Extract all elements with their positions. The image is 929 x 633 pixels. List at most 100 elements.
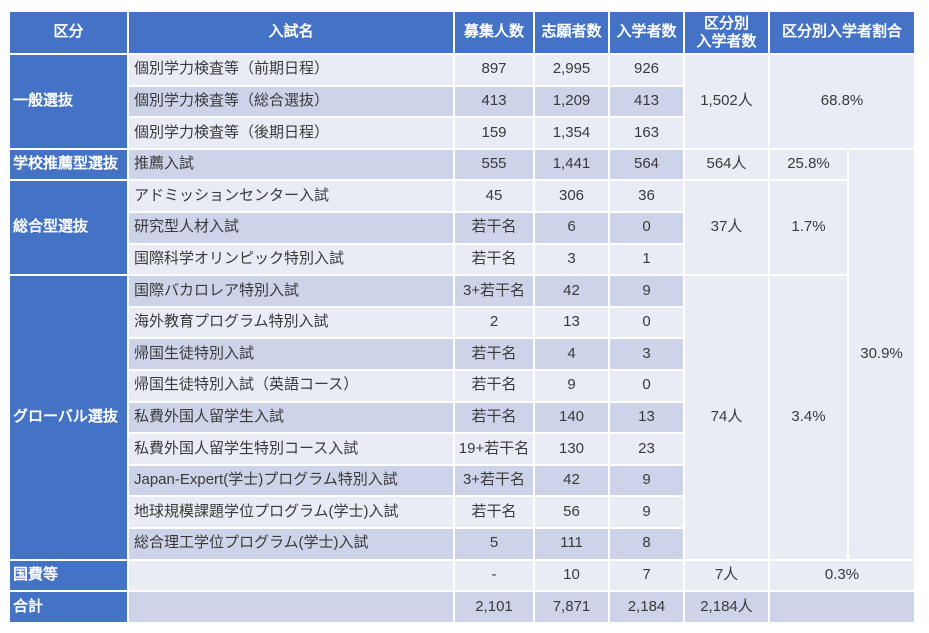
table-row: 個別学力検査等（総合選抜） 413 1,209 413 [9,84,915,119]
table-row: 国費等 - 10 7 7人 0.3% [8,558,917,593]
recruit-cell: 若干名 [453,368,535,403]
category-cell-total: 合計 [8,590,129,624]
enrolled-cell: 0 [608,210,685,245]
enrolled-cell: 7 [608,558,685,593]
table-row: 帰国生徒特別入試（英語コース） 若干名 9 0 [9,368,915,403]
enrolled-cell: 1 [608,242,685,277]
group-ratio-government: 0.3% [767,558,917,593]
category-cell-general: 一般選抜 [8,53,129,150]
enrolled-cell: 0 [608,368,685,403]
applicants-cell: 9 [533,368,610,403]
exam-name-cell: 海外教育プログラム特別入試 [127,305,455,340]
group-ratio-general: 68.8% [767,53,917,150]
exam-name-cell: 国際バカロレア特別入試 [127,274,455,308]
exam-name-cell: 帰国生徒特別入試（英語コース） [127,368,455,403]
recruit-cell: 159 [453,116,535,150]
header-ratio-by-category: 区分別入学者割合 [767,10,917,55]
applicants-cell: 10 [533,558,610,593]
enrolled-cell: 9 [608,495,685,529]
applicants-cell: 13 [533,305,610,340]
recruit-cell: 若干名 [453,210,535,245]
group-enrolled-total-all: 2,184人 [683,590,770,624]
exam-name-cell: Japan-Expert(学士)プログラム特別入試 [127,463,455,498]
header-category: 区分 [8,10,129,55]
group-enrolled-total-recommendation: 564人 [683,147,770,182]
exam-name-cell: 帰国生徒特別入試 [127,337,455,371]
recruit-cell: 若干名 [453,495,535,529]
exam-name-cell: 個別学力検査等（総合選抜） [127,84,455,119]
applicants-cell: 7,871 [533,590,610,624]
recruit-cell: - [453,558,535,593]
table-row: グローバル選抜 国際バカロレア特別入試 3+若干名 42 9 74人 3.4% [8,274,915,561]
exam-name-cell: 私費外国人留学生特別コース入試 [127,432,455,466]
exam-name-cell: アドミッションセンター入試 [127,179,455,213]
admission-results-table: 区分 入試名 募集人数 志願者数 入学者数 区分別 入学者数 区分別入学者割合 … [8,10,917,624]
exam-name-cell: 個別学力検査等（後期日程） [127,116,455,150]
applicants-cell: 1,354 [533,116,610,150]
category-cell-comprehensive: 総合型選抜 [8,179,129,277]
applicants-cell: 111 [533,526,610,561]
recruit-cell: 2,101 [453,590,535,624]
applicants-cell: 130 [533,432,610,466]
category-cell-government-funded: 国費等 [8,558,129,593]
recruit-cell: 若干名 [453,242,535,277]
recruit-cell: 3+若干名 [453,463,535,498]
applicants-cell: 3 [533,242,610,277]
table-row: 合計 2,101 7,871 2,184 2,184人 [8,590,917,624]
enrolled-cell: 3 [608,337,685,371]
group-enrolled-total-general: 1,502人 [683,53,770,150]
recruit-cell: 若干名 [453,337,535,371]
recruit-cell: 若干名 [453,400,535,435]
enrolled-cell: 13 [608,400,685,435]
enrolled-cell: 564 [608,147,685,182]
applicants-cell: 56 [533,495,610,529]
table-row: 海外教育プログラム特別入試 2 13 0 [9,305,915,340]
table-row: 個別学力検査等（後期日程） 159 1,354 163 [9,116,915,150]
table-row: 研究型人材入試 若干名 6 0 [9,210,915,245]
table-row: 学校推薦型選抜 推薦入試 555 1,441 564 564人 25.8% 30… [8,147,917,561]
exam-name-cell: 私費外国人留学生入試 [127,400,455,435]
enrolled-cell: 8 [608,526,685,561]
applicants-cell: 306 [533,179,610,213]
table-row: 総合型選抜 アドミッションセンター入試 45 306 36 37人 1.7% [8,179,915,277]
header-recruit-count: 募集人数 [453,10,535,55]
recruit-cell: 897 [453,53,535,87]
enrolled-cell: 413 [608,84,685,119]
exam-name-cell: 個別学力検査等（前期日程） [127,53,455,87]
exam-name-cell: 総合理工学位プログラム(学士)入試 [127,526,455,561]
header-enrolled-by-category: 区分別 入学者数 [683,10,770,55]
table-row: 私費外国人留学生特別コース入試 19+若干名 130 23 [9,432,915,466]
enrolled-cell: 9 [608,274,685,308]
group-enrolled-total-comprehensive: 37人 [683,179,770,277]
table-row: 一般選抜 個別学力検査等（前期日程） 897 2,995 926 1,502人 … [8,53,917,150]
applicants-cell: 1,209 [533,84,610,119]
table-row: 地球規模課題学位プログラム(学士)入試 若干名 56 9 [9,495,915,529]
table-row: 帰国生徒特別入試 若干名 4 3 [9,337,915,371]
enrolled-cell: 926 [608,53,685,87]
exam-name-cell [127,590,455,624]
table-row: 私費外国人留学生入試 若干名 140 13 [9,400,915,435]
header-row: 区分 入試名 募集人数 志願者数 入学者数 区分別 入学者数 区分別入学者割合 [8,10,917,55]
applicants-cell: 4 [533,337,610,371]
applicants-cell: 2,995 [533,53,610,87]
group-enrolled-total-government: 7人 [683,558,770,593]
applicants-cell: 6 [533,210,610,245]
group-ratio-total [767,590,917,624]
group-ratio-global: 3.4% [768,274,849,561]
group-enrolled-total-global: 74人 [683,274,770,561]
header-applicant-count: 志願者数 [533,10,610,55]
applicants-cell: 42 [533,274,610,308]
recruit-cell: 19+若干名 [453,432,535,466]
exam-name-cell: 推薦入試 [127,147,455,182]
enrolled-cell: 36 [608,179,685,213]
exam-name-cell [127,558,455,593]
enrolled-cell: 9 [608,463,685,498]
applicants-cell: 140 [533,400,610,435]
applicants-cell: 1,441 [533,147,610,182]
header-enrolled-count: 入学者数 [608,10,685,55]
table-row: Japan-Expert(学士)プログラム特別入試 3+若干名 42 9 [9,463,915,498]
table-row: 総合理工学位プログラム(学士)入試 5 111 8 [9,526,915,561]
exam-name-cell: 地球規模課題学位プログラム(学士)入試 [127,495,455,529]
enrolled-cell: 163 [608,116,685,150]
